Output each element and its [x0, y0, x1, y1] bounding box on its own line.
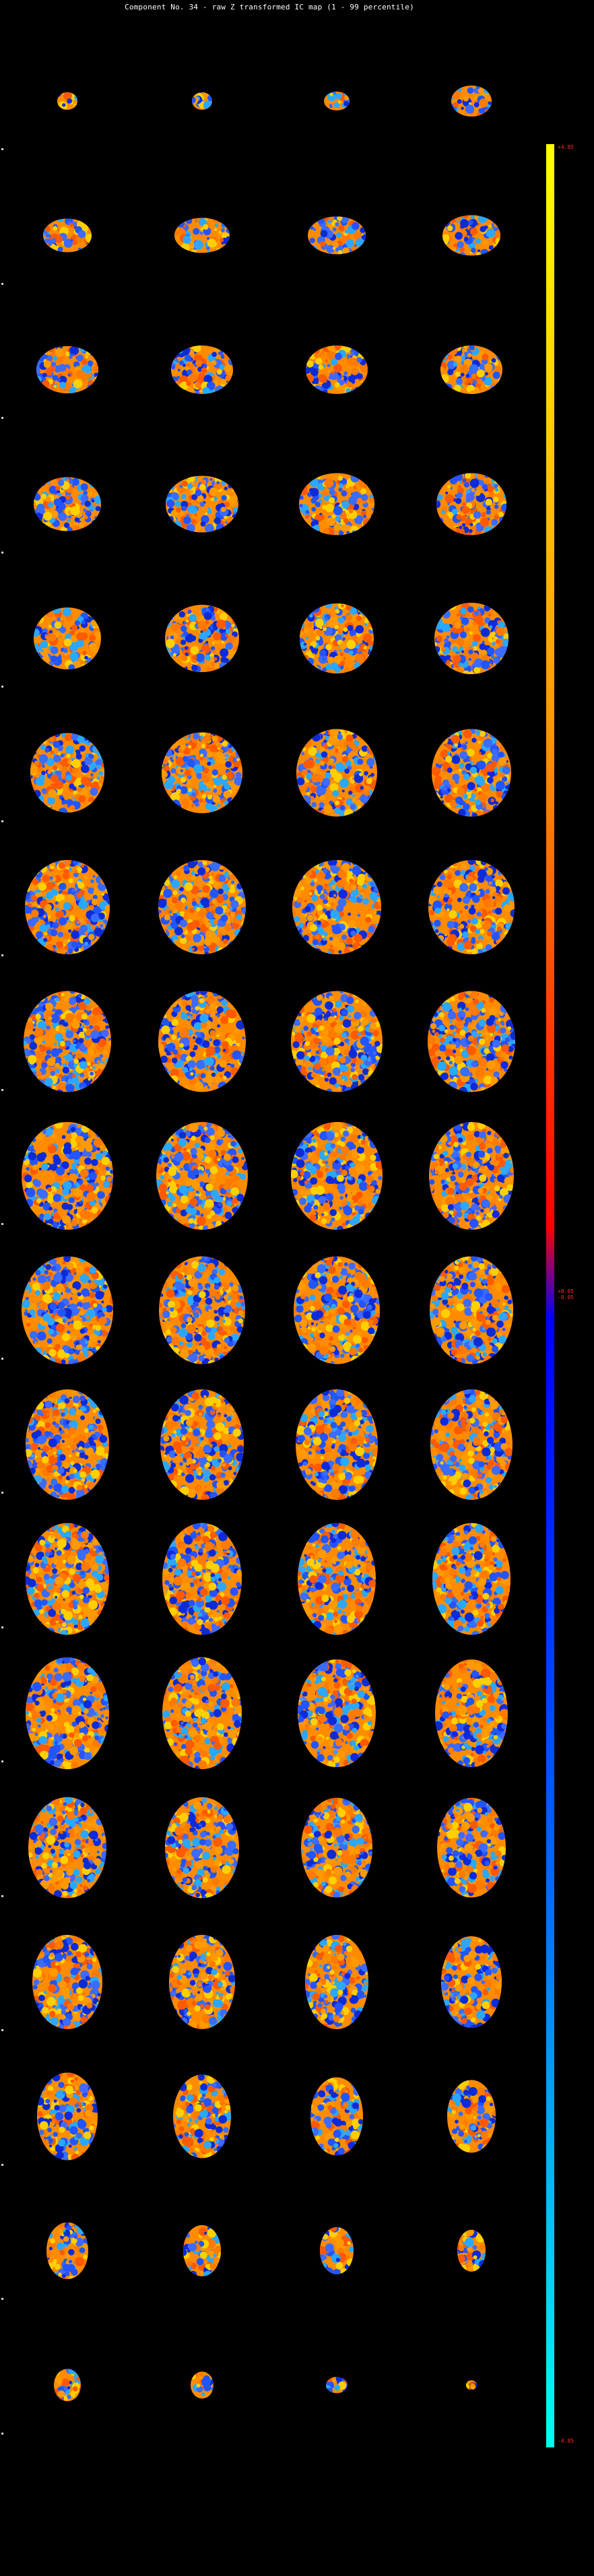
brain-slice [43, 218, 92, 253]
brain-slice [296, 1389, 378, 1500]
brain-slice [174, 218, 230, 253]
brain-slice [25, 860, 110, 954]
brain-slice [437, 1797, 506, 1898]
brain-slice [435, 1659, 508, 1767]
brain-slice [171, 345, 233, 394]
brain-slice [300, 603, 374, 673]
brain-slice [291, 991, 383, 1092]
row-tick-mark [1, 2298, 3, 2300]
brain-slice [298, 1523, 376, 1635]
brain-slice [432, 729, 511, 817]
figure-title: Component No. 34 - raw Z transformed IC … [125, 3, 414, 11]
brain-slice [166, 475, 238, 533]
brain-slice [162, 1523, 242, 1635]
row-tick-mark [1, 2433, 3, 2435]
row-tick-mark [1, 686, 3, 688]
brain-slice [162, 732, 242, 814]
brain-slice [160, 1389, 244, 1500]
brain-slice [30, 733, 104, 813]
row-tick-mark [1, 283, 3, 285]
brain-slice [429, 1122, 514, 1230]
brain-slice [57, 92, 77, 110]
brain-slice [299, 473, 374, 535]
row-tick-mark [1, 1492, 3, 1494]
brain-slice [440, 345, 502, 394]
brain-slice [292, 860, 381, 954]
brain-slice [191, 2371, 213, 2399]
brain-slice [28, 1797, 106, 1898]
brain-slice [434, 603, 508, 674]
row-tick-mark [1, 2164, 3, 2166]
brain-slice [26, 1389, 109, 1500]
brain-slice [37, 2072, 98, 2160]
brain-slice [466, 2380, 477, 2390]
colorbar-mid-upper-label: +0.05 [558, 1288, 574, 1294]
brain-slice [183, 2225, 221, 2276]
brain-slice [291, 1122, 383, 1230]
brain-slice [430, 1389, 513, 1500]
brain-slice [26, 1523, 109, 1635]
brain-slice [22, 1122, 113, 1230]
brain-slice [46, 2222, 88, 2279]
brain-slice [451, 86, 492, 117]
brain-slice [428, 860, 515, 954]
brain-slice [306, 345, 368, 394]
brain-slice [34, 607, 101, 669]
row-tick-mark [1, 148, 3, 150]
brain-slice [298, 1659, 376, 1767]
brain-slice [305, 1935, 368, 2029]
row-tick-mark [1, 417, 3, 419]
brain-slice [430, 1256, 513, 1364]
brain-slice [36, 346, 98, 393]
row-tick-mark [1, 1760, 3, 1762]
brain-slice [22, 1256, 113, 1364]
brain-slice [192, 92, 212, 110]
brain-slice [442, 215, 500, 256]
brain-slice [320, 2227, 354, 2274]
colorbar-min-label: -4.85 [558, 2438, 574, 2444]
brain-slice [162, 1657, 242, 1769]
brain-slice [159, 1256, 245, 1364]
brain-slice [428, 991, 515, 1092]
brain-slice [457, 2230, 486, 2272]
brain-slice [26, 1657, 109, 1769]
brain-slice [432, 1523, 510, 1635]
row-tick-mark [1, 1223, 3, 1225]
brain-slice [165, 1797, 239, 1898]
brain-slice [296, 729, 377, 817]
row-tick-mark [1, 1089, 3, 1091]
brain-slice [158, 991, 246, 1092]
brain-slice [447, 2080, 496, 2153]
row-tick-mark [1, 1358, 3, 1360]
row-tick-mark [1, 820, 3, 822]
brain-slice [158, 860, 246, 954]
brain-slice [301, 1797, 372, 1898]
brain-slice [441, 1936, 502, 2028]
brain-slice [310, 2077, 363, 2156]
brain-slice [156, 1122, 248, 1230]
row-tick-mark [1, 1895, 3, 1897]
brain-slice [165, 605, 239, 672]
row-tick-mark [1, 954, 3, 956]
brain-slice [169, 1935, 235, 2029]
brain-slice [34, 477, 101, 531]
brain-slice [32, 1935, 102, 2029]
brain-slice [326, 2377, 348, 2393]
brain-slice [308, 216, 366, 255]
brain-slice [294, 1256, 380, 1364]
colorbar-mid-lower-label: -0.05 [558, 1294, 574, 1300]
brain-slice [173, 2074, 231, 2158]
row-tick-mark [1, 2029, 3, 2031]
brain-slice [24, 991, 111, 1092]
colorbar [546, 144, 554, 2447]
row-tick-mark [1, 1626, 3, 1628]
brain-slice [324, 92, 350, 110]
row-tick-mark [1, 552, 3, 554]
brain-slice [436, 473, 506, 535]
brain-slice [54, 2369, 81, 2402]
colorbar-max-label: +4.85 [558, 144, 574, 150]
